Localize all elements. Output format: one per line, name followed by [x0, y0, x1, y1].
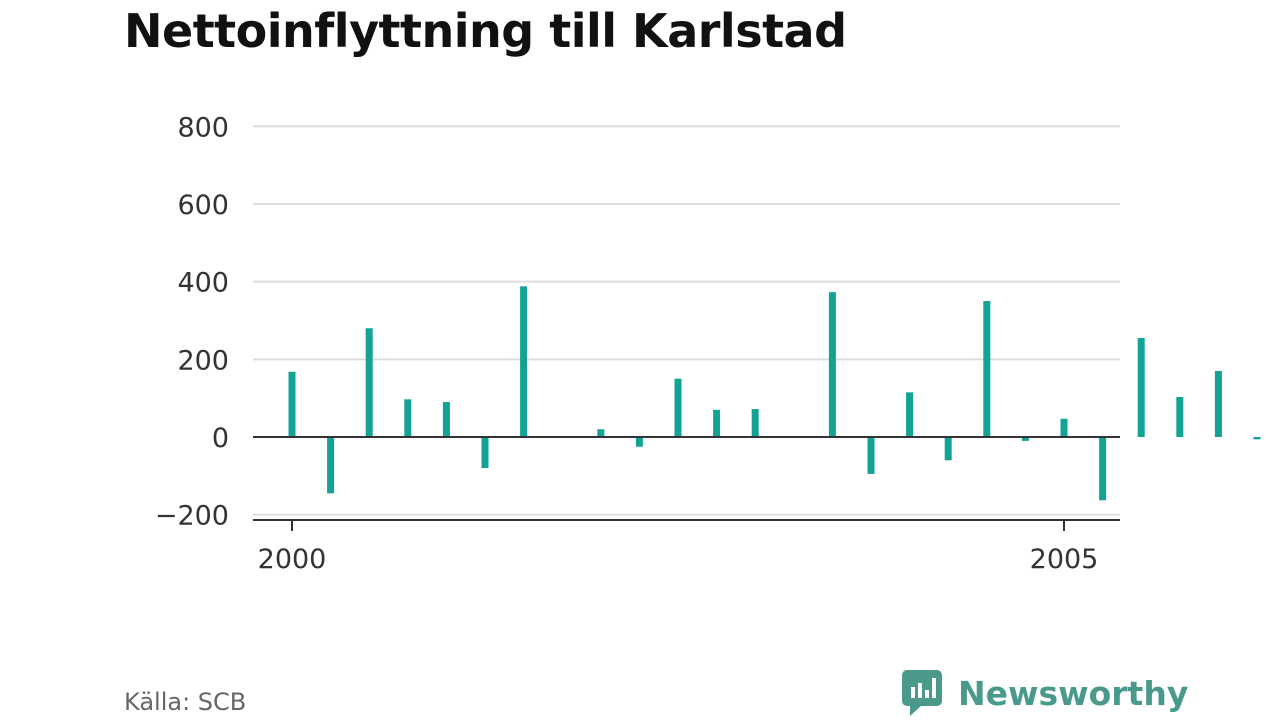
tick-labels: −200020040060080020002005201020152020202… [155, 112, 1099, 575]
gridlines [253, 125, 1120, 516]
bar [597, 429, 605, 437]
bar [1021, 437, 1029, 441]
y-tick-label: 200 [177, 345, 229, 376]
bar [983, 301, 991, 437]
bar-series [288, 286, 1261, 501]
bar [442, 402, 450, 437]
bar [1137, 337, 1145, 437]
y-tick-label: 400 [177, 268, 229, 299]
source-label: Källa: SCB [124, 688, 247, 716]
bar [1253, 437, 1261, 440]
bar [1060, 418, 1068, 437]
bar [635, 437, 643, 447]
bar [1214, 370, 1222, 437]
bar [867, 437, 875, 474]
x-tick-label: 2005 [1030, 544, 1099, 575]
bar [288, 371, 296, 437]
bar [828, 292, 836, 437]
brand-logo[interactable]: Newsworthy [902, 670, 1188, 716]
chart-title: Nettoinflyttning till Karlstad [124, 4, 847, 58]
y-tick-label: −200 [155, 501, 229, 532]
bar [713, 409, 721, 437]
bar [674, 378, 682, 437]
bar [944, 437, 952, 461]
bar [404, 399, 412, 437]
brand-name: Newsworthy [958, 673, 1189, 713]
bar [906, 392, 914, 437]
bar [481, 437, 489, 469]
bar [327, 437, 335, 494]
bar [1176, 396, 1184, 437]
y-tick-label: 800 [177, 112, 229, 143]
newsworthy-logo-icon [902, 670, 942, 716]
bar [1099, 437, 1107, 501]
y-tick-label: 600 [177, 190, 229, 221]
bar [365, 328, 373, 437]
bar [520, 286, 528, 437]
bar [751, 409, 759, 437]
axes [253, 436, 1120, 531]
x-tick-label: 2000 [258, 544, 327, 575]
y-tick-label: 0 [212, 423, 229, 454]
